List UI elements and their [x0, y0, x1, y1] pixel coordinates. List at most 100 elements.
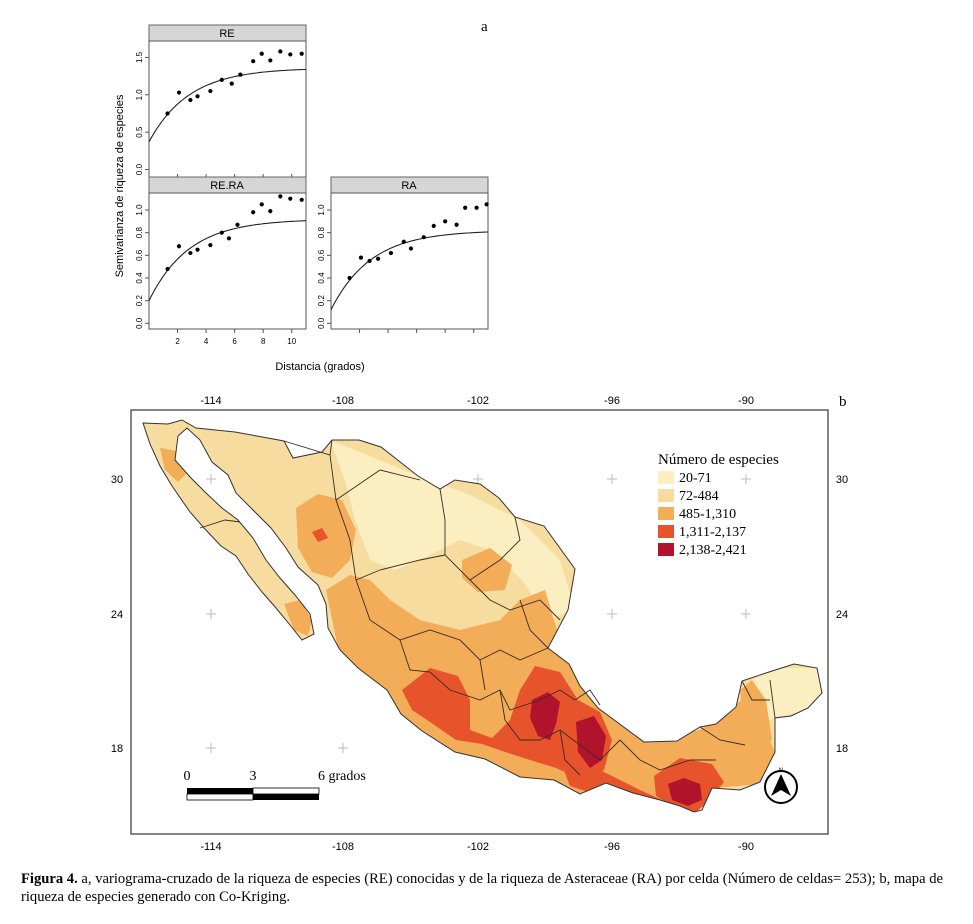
data-point-ra: [474, 205, 479, 210]
data-point-rera: [195, 247, 200, 252]
ytick-label-ra: 0.6: [317, 249, 326, 261]
lat-label-right: 18: [836, 743, 848, 755]
data-point-re: [268, 58, 273, 63]
strip-ra-label: RA: [401, 180, 417, 192]
legend-label: 72-484: [679, 489, 719, 504]
data-point-rera: [219, 230, 224, 235]
data-point-ra: [443, 219, 448, 224]
data-point-re: [259, 51, 264, 56]
data-point-ra: [454, 222, 459, 227]
zone-2138-2421-center: [530, 692, 560, 740]
data-point-re: [278, 49, 283, 54]
lat-label-right: 30: [836, 474, 848, 486]
data-point-ra: [358, 255, 364, 260]
data-point-rera: [208, 243, 213, 248]
data-point-rera: [251, 210, 256, 215]
data-point-re: [238, 72, 243, 77]
scale-segment-1: [187, 788, 253, 794]
data-point-ra: [376, 256, 381, 261]
lat-label-left: 18: [111, 743, 123, 755]
ytick-label-rera: 0.8: [135, 227, 144, 239]
data-point-re: [229, 81, 234, 86]
variogram-panel-rera: RE.RA 0.0 0.2 0.4 0.6 0.8 1.0: [135, 176, 307, 330]
data-point-ra: [463, 205, 468, 210]
legend-label: 2,138-2,421: [679, 543, 747, 558]
ytick-label-rera: 0.6: [135, 249, 144, 261]
data-point-rera: [259, 202, 264, 207]
data-point-ra: [484, 202, 489, 207]
zone-485-1310-veracruz-yuc: [740, 680, 772, 750]
lon-label-top: -102: [467, 395, 489, 407]
data-point-rera: [165, 266, 170, 272]
ytick-label-ra: 0.2: [317, 295, 326, 307]
lon-label-bottom: -90: [738, 841, 754, 853]
strip-re-label: RE: [219, 28, 234, 40]
scale-label-6: 6 grados: [318, 769, 366, 784]
plot-frame-rera: [148, 192, 307, 330]
lon-label-bottom: -102: [467, 841, 489, 853]
lon-label-top: -90: [738, 395, 754, 407]
fit-curve-rera: [148, 220, 307, 301]
data-point-re: [208, 88, 213, 94]
legend-label: 1,311-2,137: [679, 525, 746, 540]
ytick-label-ra: 0.4: [317, 272, 326, 284]
zone-485-1310-coahuila: [462, 548, 512, 592]
figure-caption: Figura 4. a, variograma-cruzado de la ri…: [21, 870, 946, 906]
xtick-label: 8: [261, 337, 266, 346]
data-point-re: [188, 97, 193, 103]
data-point-ra: [421, 235, 426, 240]
scale-label-0: 0: [184, 769, 191, 784]
variogram-x-label: Distancia (grados): [275, 361, 364, 373]
variogram-panel-re: RE 0.0 0.5 1.0 1.5: [135, 24, 307, 178]
data-point-ra: [408, 246, 414, 251]
data-point-rera: [188, 250, 193, 256]
data-point-rera: [268, 209, 273, 214]
zone-1311-2137-sierra: [312, 528, 328, 542]
scale-segment-4: [253, 794, 319, 800]
data-point-ra: [367, 258, 372, 264]
map-legend: Número de especies 20-71 72-484 485-1,310 1…: [658, 452, 779, 558]
data-point-re: [176, 90, 182, 95]
xtick-label: 2: [175, 337, 180, 346]
scale-segment-2: [252, 787, 320, 795]
lon-label-bottom: -108: [332, 841, 354, 853]
data-point-ra: [347, 275, 352, 281]
caption-text: a, variograma-cruzado de la riqueza de e…: [21, 871, 943, 905]
legend-label: 20-71: [679, 471, 712, 486]
lon-label-bottom: -96: [604, 841, 620, 853]
legend-swatch: [658, 471, 674, 484]
panel-b-label: b: [839, 394, 847, 410]
fit-curve-re: [148, 68, 307, 143]
data-point-rera: [176, 244, 182, 249]
data-point-re: [288, 52, 293, 57]
ytick-label-ra: 0.8: [317, 227, 326, 239]
ytick-label-rera: 0.0: [135, 317, 144, 329]
state-boundaries: [199, 439, 776, 776]
data-point-re: [251, 59, 256, 64]
fit-curve-ra: [330, 231, 489, 310]
zone-485-1310-cape: [284, 600, 312, 636]
data-point-rera: [288, 196, 293, 201]
variogram-panel-ra: RA 0.0 0.2 0.4 0.6 0.8 1.0: [317, 176, 489, 330]
data-point-rera: [226, 236, 232, 241]
data-point-ra: [388, 250, 394, 256]
legend-swatch: [658, 489, 674, 502]
legend-label: 485-1,310: [679, 507, 736, 522]
data-point-re: [165, 111, 170, 116]
ytick-label-rera: 1.0: [135, 204, 144, 216]
data-point-re: [219, 77, 224, 82]
data-point-ra: [431, 223, 436, 228]
zone-2138-2421-oaxaca: [576, 716, 606, 768]
strip-rera-label: RE.RA: [210, 180, 244, 192]
north-label: N: [779, 768, 783, 774]
richness-map: -114 -108 -102 -96 -90 -114 -108 -102 -96 -90 30…: [111, 395, 848, 853]
lon-label-bottom: -114: [200, 841, 221, 853]
zone-2138-2421-chiapas: [668, 778, 702, 806]
data-point-re: [299, 51, 304, 56]
legend-swatch: [658, 507, 674, 520]
lat-label-left: 24: [111, 609, 123, 621]
legend-title: Número de especies: [658, 452, 779, 468]
data-point-rera: [299, 197, 304, 202]
lat-label-left: 30: [111, 474, 123, 486]
ytick-label-rera: 0.2: [135, 295, 144, 307]
